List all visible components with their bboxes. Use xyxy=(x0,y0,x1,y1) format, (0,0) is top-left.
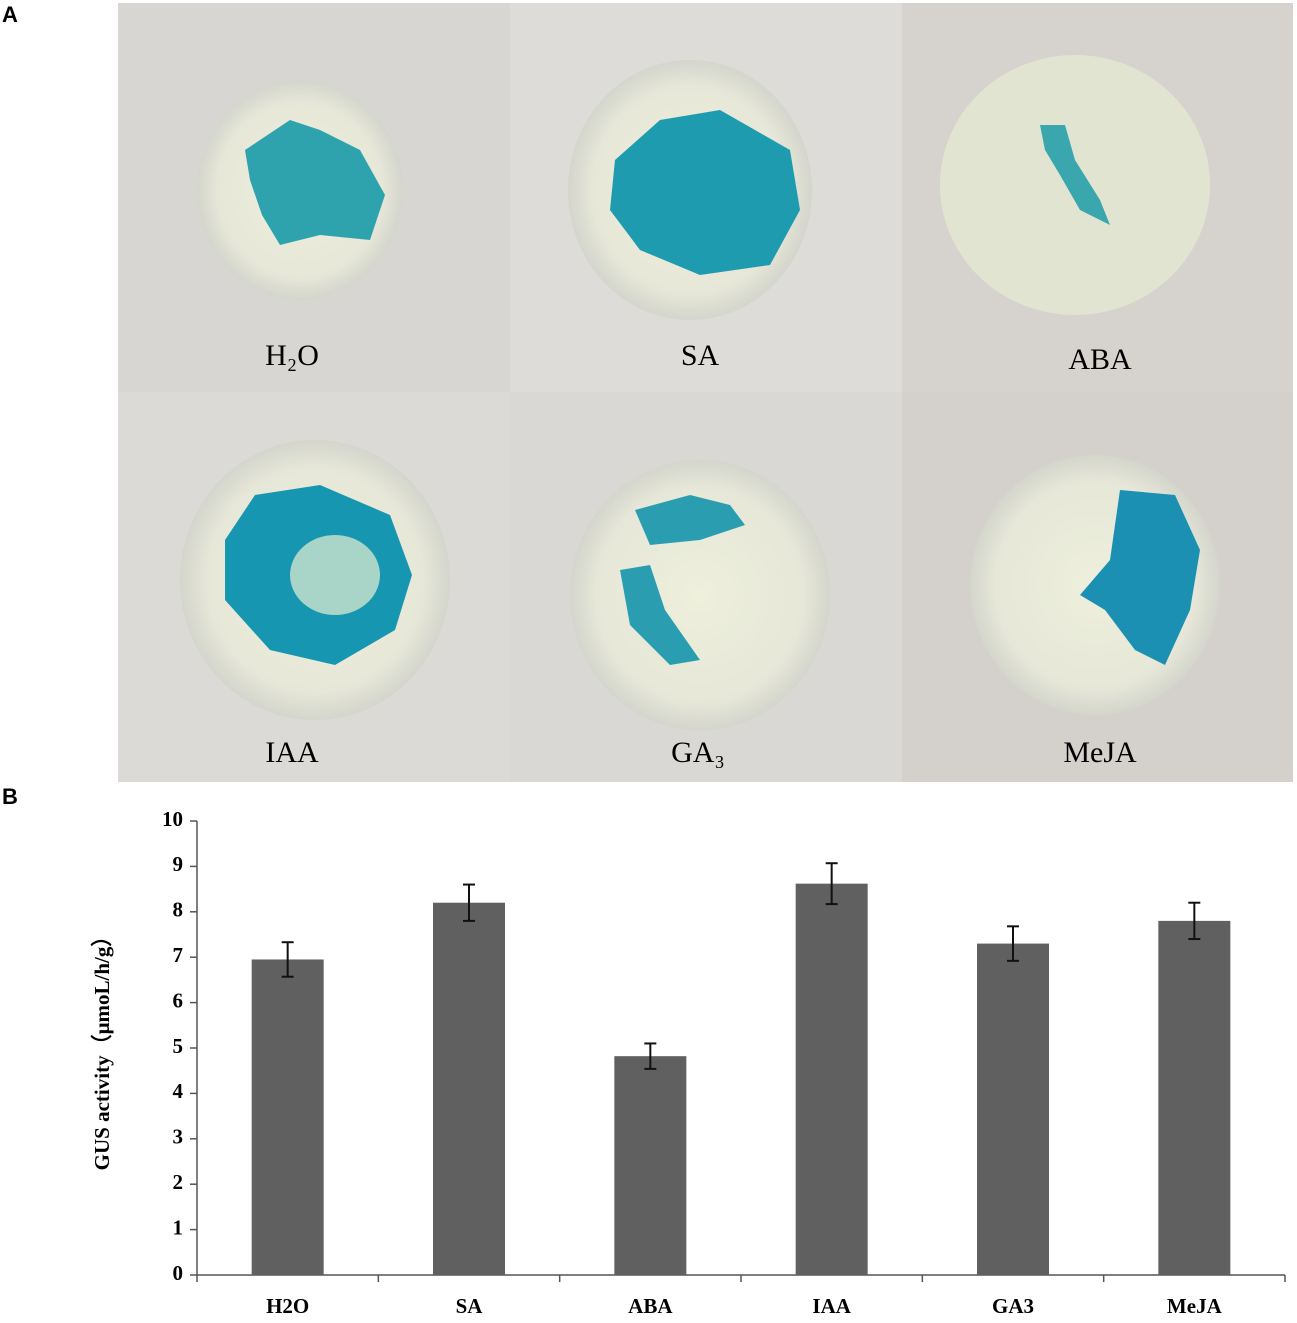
x-tick-label: IAA xyxy=(812,1294,851,1318)
y-tick-label: 8 xyxy=(173,898,184,922)
photo-label: ABA xyxy=(1068,343,1132,376)
y-tick-label: 2 xyxy=(173,1170,184,1194)
x-tick-label: ABA xyxy=(628,1294,673,1318)
bar-chart: GUS activity（μmoL/h/g） 0 1 2 3 4 5 6 7 8 9 10 H2O SA… xyxy=(90,807,1286,1318)
y-tick-label: 10 xyxy=(162,807,183,831)
y-tick-label: 3 xyxy=(173,1125,184,1149)
photo-label: H₂O xyxy=(265,339,319,372)
photo-label: MeJA xyxy=(1063,736,1137,769)
y-tick-label: 9 xyxy=(173,852,184,876)
bar xyxy=(795,883,868,1275)
y-tick-label: 0 xyxy=(173,1261,184,1285)
bar xyxy=(614,1056,687,1275)
x-tick-label: MeJA xyxy=(1167,1294,1223,1318)
bar xyxy=(1158,920,1231,1275)
x-tick-label: GA3 xyxy=(992,1294,1034,1318)
y-tick-label: 1 xyxy=(173,1215,184,1239)
photo-label: SA xyxy=(681,339,720,372)
x-tick-label: SA xyxy=(456,1294,484,1318)
panel-label: A xyxy=(2,2,18,27)
bar xyxy=(433,902,505,1275)
photo-label: GA₃ xyxy=(671,736,725,769)
y-tick-label: 4 xyxy=(173,1079,184,1103)
y-axis-title: GUS activity（μmoL/h/g） xyxy=(90,926,114,1171)
panel-label: B xyxy=(2,784,18,809)
bar xyxy=(977,943,1049,1275)
y-tick-label: 5 xyxy=(173,1034,184,1058)
bar xyxy=(251,959,324,1275)
photo-label: IAA xyxy=(265,736,319,769)
y-tick-label: 7 xyxy=(173,943,184,967)
photo: H₂O SA ABA IAA GA₃ MeJA xyxy=(118,3,1293,782)
y-tick-label: 6 xyxy=(173,988,184,1012)
x-tick-label: H2O xyxy=(266,1294,309,1318)
